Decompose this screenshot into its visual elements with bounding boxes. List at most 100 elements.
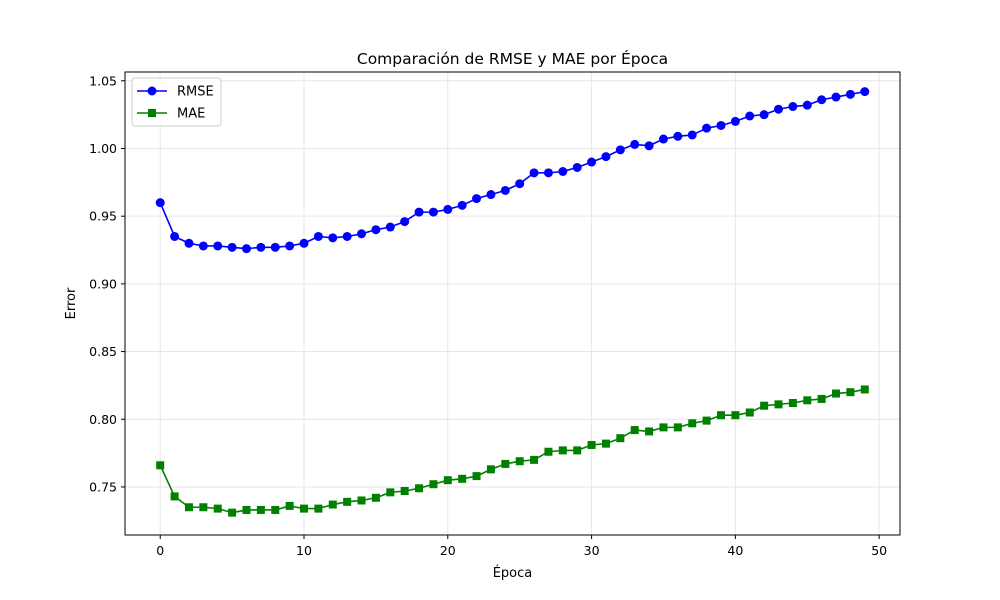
mae-point <box>832 389 841 398</box>
grid-lines <box>125 72 900 535</box>
mae-point <box>486 465 495 474</box>
rmse-point <box>342 231 352 241</box>
mae-point <box>630 426 639 435</box>
rmse-point <box>198 241 208 251</box>
rmse-point <box>443 204 453 214</box>
mae-point <box>170 492 179 501</box>
mae-point <box>443 476 452 485</box>
legend-entry-rmse: RMSE <box>137 85 214 100</box>
mae-point <box>184 503 193 512</box>
mae-point <box>573 446 582 455</box>
rmse-point <box>515 179 525 189</box>
rmse-point <box>241 244 251 254</box>
rmse-series <box>155 87 870 254</box>
rmse-point <box>558 167 568 177</box>
mae-point <box>271 505 280 514</box>
x-tick-label: 20 <box>440 543 456 558</box>
mae-point <box>616 434 625 443</box>
rmse-point <box>184 238 194 248</box>
legend: RMSE MAE <box>131 77 222 127</box>
mae-point <box>300 504 309 513</box>
y-tick-label: 0.90 <box>89 276 117 291</box>
mae-point <box>357 496 366 505</box>
x-tick-label: 0 <box>156 543 164 558</box>
mae-point <box>803 396 812 405</box>
y-tick-label: 1.00 <box>89 141 117 156</box>
rmse-point <box>658 134 668 144</box>
mae-series <box>156 385 869 517</box>
mae-point <box>774 400 783 409</box>
rmse-point <box>615 145 625 155</box>
rmse-point <box>774 104 784 114</box>
legend-entry-mae: MAE <box>137 107 205 122</box>
mae-point <box>760 401 769 410</box>
legend-label-mae: MAE <box>177 107 205 122</box>
y-tick-label: 1.05 <box>89 73 117 88</box>
mae-point <box>544 447 553 456</box>
rmse-point <box>543 168 553 178</box>
y-tick-label: 0.85 <box>89 344 117 359</box>
mae-point <box>788 399 797 408</box>
legend-marker-rmse <box>147 86 157 96</box>
y-tick-label: 0.95 <box>89 209 117 224</box>
rmse-point <box>845 89 855 99</box>
mae-line <box>159 388 865 514</box>
y-tick-label: 0.80 <box>89 412 117 427</box>
rmse-point <box>313 231 323 241</box>
mae-point <box>515 457 524 466</box>
rmse-point <box>759 110 769 120</box>
x-tick-label: 10 <box>296 543 312 558</box>
rmse-point <box>285 241 295 251</box>
rmse-point <box>529 168 539 178</box>
rmse-point <box>587 157 597 167</box>
mae-point <box>673 423 682 432</box>
mae-point <box>415 484 424 493</box>
mae-point <box>587 440 596 449</box>
rmse-point <box>831 92 841 102</box>
rmse-point <box>745 111 755 121</box>
mae-point <box>458 474 467 483</box>
rmse-point <box>256 242 266 252</box>
mae-point <box>371 493 380 502</box>
mae-point <box>745 408 754 417</box>
mae-point <box>688 419 697 428</box>
rmse-point <box>472 194 482 204</box>
mae-point <box>328 500 337 509</box>
mae-point <box>242 505 251 514</box>
mae-point <box>530 455 539 464</box>
mae-point <box>846 388 855 397</box>
rmse-point <box>716 120 726 130</box>
mae-point <box>386 488 395 497</box>
rmse-point <box>572 162 582 172</box>
mae-point <box>472 472 481 481</box>
rmse-point <box>357 229 367 239</box>
plot-frame <box>124 71 901 536</box>
mae-point <box>501 459 510 468</box>
mae-point <box>558 446 567 455</box>
x-tick-label: 40 <box>727 543 743 558</box>
x-axis-label: Época <box>493 565 533 581</box>
rmse-point <box>385 222 395 232</box>
mae-point <box>659 423 668 432</box>
mae-point <box>716 411 725 420</box>
legend-label-rmse: RMSE <box>177 85 214 100</box>
rmse-point <box>730 116 740 126</box>
rmse-point <box>644 141 654 151</box>
mae-point <box>285 501 294 510</box>
mae-point <box>199 503 208 512</box>
mae-point <box>817 394 826 403</box>
mae-point <box>601 439 610 448</box>
series-layer <box>155 87 870 517</box>
rmse-point <box>687 130 697 140</box>
rmse-point <box>155 198 165 208</box>
x-tick-label: 50 <box>871 543 887 558</box>
rmse-point <box>788 102 798 112</box>
rmse-point <box>170 231 180 241</box>
mae-point <box>702 416 711 425</box>
rmse-point <box>213 241 223 251</box>
mae-point <box>645 427 654 436</box>
y-axis-label: Error <box>64 287 79 319</box>
rmse-line <box>159 90 865 250</box>
y-tick-label: 0.75 <box>89 479 117 494</box>
